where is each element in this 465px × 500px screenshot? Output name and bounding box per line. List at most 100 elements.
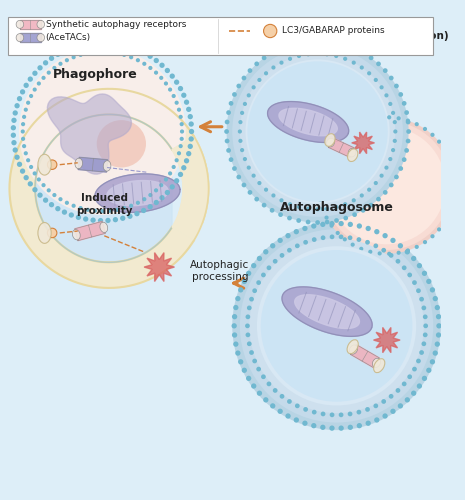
Circle shape bbox=[14, 103, 20, 108]
Circle shape bbox=[295, 244, 299, 248]
Circle shape bbox=[266, 382, 271, 386]
Circle shape bbox=[297, 205, 301, 209]
Circle shape bbox=[33, 172, 37, 175]
Circle shape bbox=[24, 82, 29, 88]
Circle shape bbox=[343, 202, 347, 206]
Circle shape bbox=[247, 62, 388, 202]
Circle shape bbox=[287, 42, 292, 48]
Polygon shape bbox=[328, 138, 354, 158]
Circle shape bbox=[421, 306, 426, 310]
Circle shape bbox=[361, 50, 365, 55]
Circle shape bbox=[279, 198, 284, 202]
Ellipse shape bbox=[372, 358, 380, 368]
Ellipse shape bbox=[38, 154, 51, 175]
Circle shape bbox=[178, 172, 183, 177]
Circle shape bbox=[322, 121, 451, 250]
Circle shape bbox=[272, 194, 276, 198]
FancyBboxPatch shape bbox=[7, 17, 433, 54]
Circle shape bbox=[153, 200, 159, 205]
Circle shape bbox=[22, 115, 26, 119]
Circle shape bbox=[343, 56, 347, 61]
Circle shape bbox=[251, 384, 256, 388]
Circle shape bbox=[411, 390, 416, 396]
Circle shape bbox=[369, 56, 373, 60]
Circle shape bbox=[379, 85, 384, 89]
Circle shape bbox=[246, 94, 251, 98]
Polygon shape bbox=[47, 94, 132, 174]
Circle shape bbox=[19, 48, 186, 215]
Circle shape bbox=[382, 414, 388, 418]
Circle shape bbox=[351, 124, 355, 128]
Circle shape bbox=[245, 324, 250, 328]
Circle shape bbox=[376, 62, 381, 66]
Circle shape bbox=[369, 203, 373, 207]
Circle shape bbox=[302, 226, 307, 231]
Circle shape bbox=[11, 140, 17, 145]
Circle shape bbox=[279, 253, 285, 258]
Circle shape bbox=[188, 136, 194, 141]
Circle shape bbox=[172, 94, 176, 98]
Circle shape bbox=[184, 100, 189, 105]
Circle shape bbox=[329, 221, 335, 226]
Circle shape bbox=[246, 332, 250, 337]
Circle shape bbox=[389, 394, 393, 398]
Circle shape bbox=[136, 58, 140, 62]
Circle shape bbox=[297, 54, 301, 58]
Circle shape bbox=[264, 188, 268, 192]
Circle shape bbox=[295, 404, 299, 408]
Circle shape bbox=[325, 152, 329, 156]
Circle shape bbox=[247, 190, 252, 195]
Circle shape bbox=[165, 190, 170, 195]
Circle shape bbox=[374, 418, 379, 422]
Text: Autophagic
processing: Autophagic processing bbox=[190, 260, 250, 282]
Circle shape bbox=[256, 366, 261, 372]
Circle shape bbox=[343, 237, 347, 242]
Circle shape bbox=[339, 426, 344, 431]
Circle shape bbox=[257, 390, 262, 396]
Circle shape bbox=[406, 129, 411, 134]
Circle shape bbox=[430, 287, 435, 292]
Circle shape bbox=[24, 108, 28, 112]
Circle shape bbox=[405, 249, 410, 254]
Circle shape bbox=[423, 240, 427, 244]
Circle shape bbox=[238, 359, 243, 364]
Circle shape bbox=[381, 248, 386, 252]
Circle shape bbox=[263, 397, 268, 402]
Circle shape bbox=[312, 237, 317, 242]
Circle shape bbox=[319, 118, 455, 254]
Circle shape bbox=[361, 208, 365, 212]
Circle shape bbox=[22, 144, 26, 148]
Circle shape bbox=[294, 418, 299, 422]
Circle shape bbox=[264, 71, 268, 76]
Circle shape bbox=[13, 110, 18, 116]
Circle shape bbox=[233, 305, 239, 310]
Circle shape bbox=[311, 423, 317, 428]
Circle shape bbox=[287, 399, 292, 404]
Circle shape bbox=[233, 342, 239, 347]
Circle shape bbox=[374, 181, 378, 185]
Circle shape bbox=[141, 50, 146, 55]
Circle shape bbox=[226, 40, 409, 222]
Polygon shape bbox=[279, 108, 337, 136]
Circle shape bbox=[148, 193, 153, 197]
Text: Autolysosome
(Autophagosome-lysosome fusion): Autolysosome (Autophagosome-lysosome fus… bbox=[244, 19, 448, 41]
Circle shape bbox=[262, 203, 266, 207]
Circle shape bbox=[254, 197, 259, 202]
Circle shape bbox=[235, 296, 240, 302]
Circle shape bbox=[240, 111, 244, 115]
Circle shape bbox=[261, 272, 266, 278]
Circle shape bbox=[14, 154, 20, 160]
Circle shape bbox=[398, 403, 403, 408]
Circle shape bbox=[136, 200, 140, 205]
Circle shape bbox=[416, 288, 421, 293]
Circle shape bbox=[348, 412, 352, 416]
Circle shape bbox=[393, 130, 398, 134]
Circle shape bbox=[406, 248, 410, 252]
Circle shape bbox=[389, 253, 393, 258]
Circle shape bbox=[270, 50, 274, 55]
Circle shape bbox=[423, 332, 428, 337]
Circle shape bbox=[174, 158, 179, 162]
Circle shape bbox=[352, 60, 356, 64]
Circle shape bbox=[62, 210, 67, 215]
Circle shape bbox=[278, 46, 283, 50]
